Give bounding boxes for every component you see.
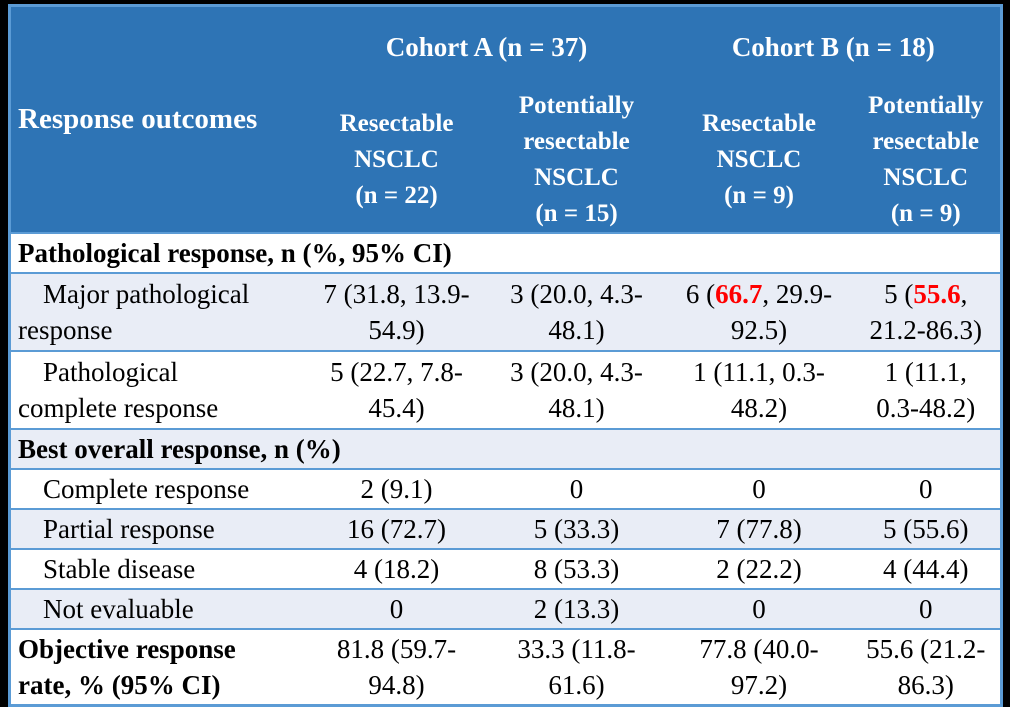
subcolumn-header-row: Resectable NSCLC (n = 22) Potentially re… bbox=[10, 87, 1002, 233]
header-cohort-b: Cohort B (n = 18) bbox=[666, 5, 1002, 88]
highlighted-value: 55.6 bbox=[913, 278, 961, 309]
header-resectable-b: Resectable NSCLC (n = 9) bbox=[666, 87, 852, 233]
row-label-stable-disease: Stable disease bbox=[9, 547, 307, 589]
header-cohort-a: Cohort A (n = 37) bbox=[306, 5, 667, 88]
cell-pcr-potentially-b: 1 (11.1, 0.3-48.2) bbox=[851, 349, 1002, 429]
section-row-pathological-response: Pathological response, n (%, 95% CI) bbox=[9, 231, 1002, 273]
section-row-best-overall-response: Best overall response, n (%) bbox=[9, 427, 1002, 469]
value-prefix: 6 ( bbox=[685, 278, 716, 309]
cell-cr-resectable-b: 0 bbox=[666, 467, 852, 509]
cell-pcr-potentially-a: 3 (20.0, 4.3- 48.1) bbox=[486, 349, 667, 429]
row-label-complete-response: Complete response bbox=[9, 467, 307, 509]
value-suffix: , 29.9- 92.5) bbox=[730, 278, 833, 345]
cell-ne-potentially-a: 2 (13.3) bbox=[486, 587, 667, 629]
cell-mpr-resectable-a: 7 (31.8, 13.9- 54.9) bbox=[306, 271, 487, 351]
row-label-partial-response: Partial response bbox=[9, 507, 307, 549]
cell-sd-potentially-b: 4 (44.4) bbox=[851, 547, 1002, 589]
cell-pcr-resectable-a: 5 (22.7, 7.8- 45.4) bbox=[306, 349, 487, 429]
row-not-evaluable: Not evaluable 0 2 (13.3) 0 0 bbox=[9, 587, 1002, 629]
row-major-pathological-response: Major pathological response 7 (31.8, 13.… bbox=[9, 271, 1002, 351]
highlighted-value: 66.7 bbox=[715, 278, 763, 309]
cell-ne-potentially-b: 0 bbox=[851, 587, 1002, 629]
row-complete-response: Complete response 2 (9.1) 0 0 0 bbox=[9, 467, 1002, 509]
cell-orr-potentially-a: 33.3 (11.8- 61.6) bbox=[486, 627, 667, 705]
cell-mpr-potentially-b: 5 (55.6, 21.2-86.3) bbox=[851, 271, 1002, 351]
cell-pr-potentially-a: 5 (33.3) bbox=[486, 507, 667, 549]
table-frame: Response outcomes Cohort A (n = 37) Coho… bbox=[8, 4, 1004, 707]
value-prefix: 5 ( bbox=[884, 278, 914, 309]
table-body: Pathological response, n (%, 95% CI) Maj… bbox=[9, 231, 1002, 705]
cell-sd-resectable-b: 2 (22.2) bbox=[666, 547, 852, 589]
cell-cr-resectable-a: 2 (9.1) bbox=[306, 467, 487, 509]
cell-cr-potentially-a: 0 bbox=[486, 467, 667, 509]
row-objective-response-rate: Objective response rate, % (95% CI) 81.8… bbox=[9, 627, 1002, 705]
row-label-major-pathological-response: Major pathological response bbox=[9, 271, 307, 351]
value-suffix: , 21.2-86.3) bbox=[869, 278, 982, 345]
cell-orr-resectable-a: 81.8 (59.7- 94.8) bbox=[306, 627, 487, 705]
header-potentially-resectable-b: Potentially resectable NSCLC (n = 9) bbox=[851, 87, 1002, 233]
cell-pr-resectable-b: 7 (77.8) bbox=[666, 507, 852, 549]
cell-cr-potentially-b: 0 bbox=[851, 467, 1002, 509]
cell-pr-resectable-a: 16 (72.7) bbox=[306, 507, 487, 549]
section-label-pathological-response: Pathological response, n (%, 95% CI) bbox=[9, 231, 1002, 273]
cell-orr-resectable-b: 77.8 (40.0- 97.2) bbox=[666, 627, 852, 705]
cell-pr-potentially-b: 5 (55.6) bbox=[851, 507, 1002, 549]
cell-ne-resectable-a: 0 bbox=[306, 587, 487, 629]
cell-mpr-resectable-b: 6 (66.7, 29.9- 92.5) bbox=[666, 271, 852, 351]
table-header: Response outcomes Cohort A (n = 37) Coho… bbox=[9, 5, 1002, 233]
header-response-outcomes: Response outcomes bbox=[9, 5, 307, 233]
cell-orr-potentially-b: 55.6 (21.2- 86.3) bbox=[851, 627, 1002, 705]
row-pathological-complete-response: Pathological complete response 5 (22.7, … bbox=[9, 349, 1002, 429]
section-label-best-overall-response: Best overall response, n (%) bbox=[9, 427, 1002, 469]
row-stable-disease: Stable disease 4 (18.2) 8 (53.3) 2 (22.2… bbox=[9, 547, 1002, 589]
row-label-not-evaluable: Not evaluable bbox=[9, 587, 307, 629]
cell-mpr-potentially-a: 3 (20.0, 4.3- 48.1) bbox=[486, 271, 667, 351]
row-partial-response: Partial response 16 (72.7) 5 (33.3) 7 (7… bbox=[9, 507, 1002, 549]
cell-sd-potentially-a: 8 (53.3) bbox=[486, 547, 667, 589]
row-label-pathological-complete-response: Pathological complete response bbox=[9, 349, 307, 429]
header-resectable-a: Resectable NSCLC (n = 22) bbox=[306, 87, 487, 233]
cell-pcr-resectable-b: 1 (11.1, 0.3- 48.2) bbox=[666, 349, 852, 429]
cell-ne-resectable-b: 0 bbox=[666, 587, 852, 629]
header-potentially-resectable-a: Potentially resectable NSCLC (n = 15) bbox=[486, 87, 667, 233]
row-label-objective-response-rate: Objective response rate, % (95% CI) bbox=[9, 627, 307, 705]
response-outcomes-table: Response outcomes Cohort A (n = 37) Coho… bbox=[8, 4, 1004, 707]
cohort-header-row: Response outcomes Cohort A (n = 37) Coho… bbox=[9, 5, 1002, 233]
cell-sd-resectable-a: 4 (18.2) bbox=[306, 547, 487, 589]
